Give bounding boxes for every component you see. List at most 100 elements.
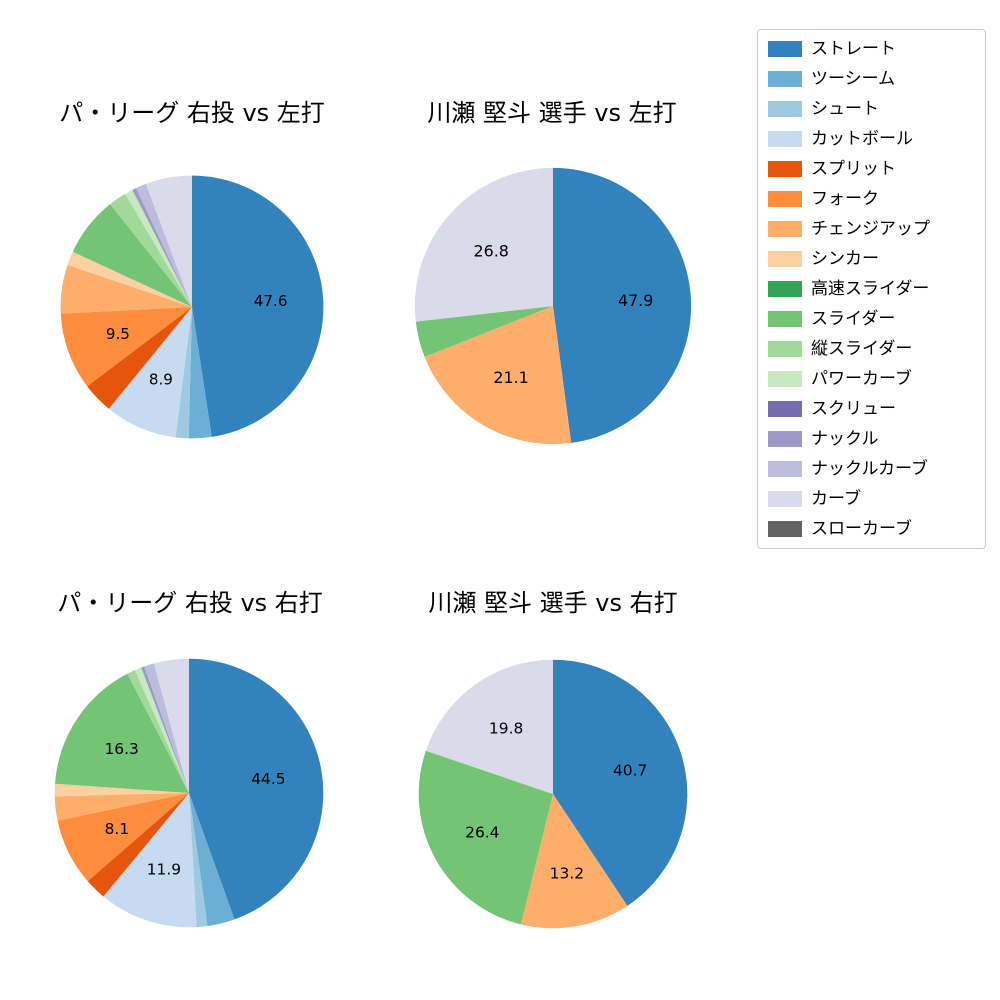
pie-slice-シンカー: [54, 783, 189, 797]
pie-slice-ツーシーム: [189, 793, 235, 927]
pie-slice-シンカー: [67, 251, 192, 307]
legend-swatch: [768, 251, 802, 267]
pie-slice-パワーカーブ: [125, 189, 192, 307]
chart-title-player-vs-left: 川瀬 堅斗 選手 vs 左打: [427, 99, 677, 127]
legend-label: フォーク: [811, 189, 879, 209]
pie-slice-チェンジアップ: [54, 793, 190, 821]
pie-slice-シュート: [175, 307, 192, 439]
pie-slice-ナックル: [141, 666, 189, 793]
legend-label: ツーシーム: [811, 69, 896, 89]
pie-slice-縦スライダー: [127, 670, 189, 793]
pie-slice-label: 47.6: [254, 292, 288, 310]
legend-swatch: [768, 371, 802, 387]
pie-slice-label: 8.1: [105, 820, 130, 838]
legend-swatch: [768, 101, 802, 117]
pie-chart-league-vs-left: 47.6 8.9 9.5: [60, 175, 324, 439]
pie-slice-ナックルカーブ: [136, 183, 192, 307]
legend-swatch: [768, 401, 802, 417]
pie-slice-label: 44.5: [251, 770, 285, 788]
legend-label: 高速スライダー: [811, 279, 930, 299]
legend-label: カットボール: [811, 129, 913, 149]
legend-item: スクリュー: [768, 399, 975, 419]
chart-title-player-vs-right: 川瀬 堅斗 選手 vs 右打: [428, 589, 678, 617]
pie-slice-label: 21.1: [493, 368, 528, 387]
pie-slice-label: 13.2: [550, 864, 584, 882]
pie-slice-シュート: [189, 793, 208, 928]
pie-slice-フォーク: [60, 307, 192, 387]
pie-slice-パワーカーブ: [134, 667, 189, 793]
legend-label: スプリット: [811, 159, 896, 179]
pie-slice-チェンジアップ: [60, 264, 193, 314]
legend-label: シュート: [811, 99, 879, 119]
pie-slice-label: 26.4: [465, 824, 499, 842]
pie-slice-label: 47.9: [618, 291, 653, 310]
legend-item: ナックル: [768, 429, 975, 449]
legend-item: スライダー: [768, 309, 975, 329]
pie-slice-スプリット: [87, 307, 192, 409]
legend-label: チェンジアップ: [811, 219, 930, 239]
legend-item: シンカー: [768, 249, 975, 269]
legend-item: ナックルカーブ: [768, 459, 975, 479]
legend-label: ナックル: [811, 429, 879, 449]
pie-slice-ストレート: [192, 175, 324, 437]
pie-slice-チェンジアップ: [424, 306, 572, 445]
pie-slice-スライダー: [415, 306, 553, 357]
legend-swatch: [768, 431, 802, 447]
legend-swatch: [768, 461, 802, 477]
pie-slice-カーブ: [145, 175, 192, 307]
legend-item: ツーシーム: [768, 69, 975, 89]
legend-label: スクリュー: [811, 399, 896, 419]
legend-label: カーブ: [811, 489, 861, 509]
chart-title-league-vs-right: パ・リーグ 右投 vs 右打: [57, 589, 323, 617]
pie-slice-スライダー: [418, 750, 553, 925]
pie-slice-カーブ: [414, 167, 553, 322]
pie-slice-カーブ: [425, 659, 553, 794]
legend-swatch: [768, 521, 802, 537]
legend-label: ナックルカーブ: [811, 459, 928, 479]
legend-item: パワーカーブ: [768, 369, 975, 389]
legend-label: スライダー: [811, 309, 896, 329]
legend-swatch: [768, 191, 802, 207]
legend-item: カーブ: [768, 489, 975, 509]
legend-item: ストレート: [768, 39, 975, 59]
pie-slice-label: 26.8: [474, 241, 509, 260]
legend-label: 縦スライダー: [811, 339, 913, 359]
legend-swatch: [768, 281, 802, 297]
legend-item: シュート: [768, 99, 975, 119]
legend-item: フォーク: [768, 189, 975, 209]
pie-slice-フォーク: [57, 793, 190, 882]
pie-slice-カーブ: [153, 658, 189, 793]
pie-slice-スライダー: [72, 204, 192, 307]
legend-swatch: [768, 41, 802, 57]
legend-swatch: [768, 131, 802, 147]
legend-item: カットボール: [768, 129, 975, 149]
legend-swatch: [768, 71, 802, 87]
legend-label: スローカーブ: [811, 519, 912, 539]
chart-title-league-vs-left: パ・リーグ 右投 vs 左打: [59, 99, 325, 127]
pie-slice-チェンジアップ: [520, 794, 628, 929]
legend-swatch: [768, 311, 802, 327]
pie-slice-label: 16.3: [104, 740, 138, 758]
legend-item: 高速スライダー: [768, 279, 975, 299]
pie-slice-ツーシーム: [188, 307, 212, 439]
pie-chart-league-vs-right: 44.5 11.9 8.1 16.3: [54, 658, 324, 928]
legend-label: シンカー: [811, 249, 879, 269]
legend-item: チェンジアップ: [768, 219, 975, 239]
legend-label: ストレート: [811, 39, 896, 59]
legend-item: 縦スライダー: [768, 339, 975, 359]
legend: ストレートツーシームシュートカットボール スプリットフォークチェンジアップ シンカー…: [757, 29, 986, 549]
pie-slice-ナックル: [132, 188, 192, 307]
pie-slice-ストレート: [553, 167, 692, 443]
pie-slice-ナックルカーブ: [144, 663, 189, 793]
pie-slice-label: 8.9: [149, 370, 173, 388]
pie-slice-ストレート: [189, 658, 324, 920]
legend-swatch: [768, 221, 802, 237]
pie-slice-label: 11.9: [147, 861, 181, 879]
pie-chart-player-vs-left: 47.9 21.1 26.8: [414, 167, 692, 445]
pie-slice-label: 9.5: [106, 325, 130, 343]
pie-slice-label: 19.8: [489, 719, 523, 737]
pie-slice-縦スライダー: [110, 193, 192, 307]
legend-swatch: [768, 341, 802, 357]
pie-slice-カットボール: [108, 307, 192, 438]
